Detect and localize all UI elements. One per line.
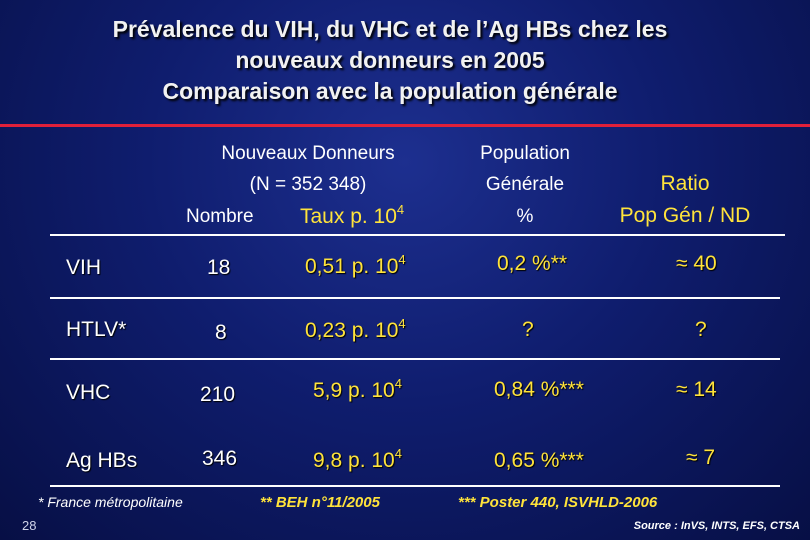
row-label-vih: VIH (66, 256, 102, 279)
title-divider (0, 124, 810, 127)
row-rule (50, 358, 780, 360)
footnote-beh: ** BEH n°11/2005 (260, 494, 380, 511)
row-taux-htlv: 0,23 p. 104 (305, 316, 406, 342)
row-ratio-vih: ≈ 40 (676, 252, 717, 275)
table-bottom-rule (50, 485, 780, 487)
title-line-2: nouveaux donneurs en 2005 (235, 47, 545, 73)
header-taux: Taux p. 104 (300, 202, 405, 228)
row-nombre-htlv: 8 (215, 321, 227, 344)
row-ratio-vhc: ≈ 14 (676, 378, 717, 401)
row-taux-vih: 0,51 p. 104 (305, 252, 406, 278)
row-label-htlv: HTLV* (66, 318, 127, 341)
row-pop-vih: 0,2 %** (497, 252, 568, 275)
header-ratio-formula: Pop Gén / ND (619, 204, 751, 227)
row-nombre-vhc: 210 (200, 383, 236, 406)
row-taux-vhc: 5,9 p. 104 (313, 376, 402, 402)
row-pop-htlv: ? (522, 318, 534, 341)
footnote-htlv: * France métropolitaine (38, 494, 183, 510)
row-taux-aghbs: 9,8 p. 104 (313, 446, 402, 472)
row-label-vhc: VHC (66, 381, 111, 404)
row-pop-aghbs: 0,65 %*** (494, 449, 584, 472)
header-rule (50, 234, 785, 236)
row-rule (50, 297, 780, 299)
row-pop-vhc: 0,84 %*** (494, 378, 584, 401)
row-ratio-aghbs: ≈ 7 (686, 446, 716, 469)
title-line-3: Comparaison avec la population générale (162, 78, 618, 104)
header-nombre: Nombre (186, 206, 254, 227)
source-credit: Source : InVS, INTS, EFS, CTSA (633, 520, 800, 532)
header-n-count: (N = 352 348) (249, 174, 367, 195)
slide-number: 28 (22, 518, 37, 533)
row-ratio-htlv: ? (695, 318, 707, 341)
header-ratio: Ratio (660, 172, 710, 195)
header-nouveaux-donneurs: Nouveaux Donneurs (221, 143, 395, 164)
row-nombre-aghbs: 346 (202, 447, 238, 470)
row-label-aghbs: Ag HBs (66, 449, 138, 472)
title-line-1: Prévalence du VIH, du VHC et de l’Ag HBs… (112, 16, 668, 42)
header-generale: Générale (485, 174, 565, 195)
header-percent: % (516, 206, 534, 227)
row-nombre-vih: 18 (207, 256, 231, 279)
slide-title: Prévalence du VIH, du VHC et de l’Ag HBs… (0, 14, 780, 107)
footnote-poster: *** Poster 440, ISVHLD-2006 (458, 494, 658, 511)
header-population: Population (480, 143, 570, 164)
